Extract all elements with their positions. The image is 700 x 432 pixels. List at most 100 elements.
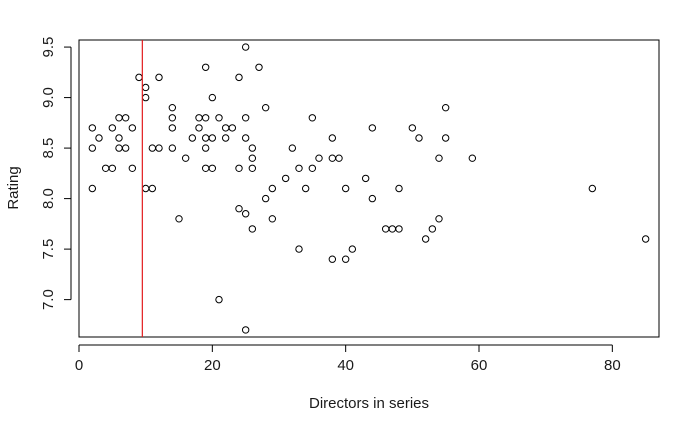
- data-point: [201, 134, 210, 142]
- data-point: [168, 114, 177, 122]
- y-tick-label: 7.5: [40, 239, 57, 260]
- x-axis: 0 20 40 60 80: [75, 344, 621, 374]
- data-point: [235, 73, 243, 82]
- data-point: [95, 134, 103, 142]
- data-point: [215, 295, 223, 304]
- data-point: [328, 134, 337, 142]
- data-point: [208, 134, 217, 142]
- data-point: [141, 93, 150, 102]
- data-point: [388, 225, 397, 233]
- data-point: [241, 43, 250, 51]
- data-point: [175, 215, 183, 223]
- data-point: [261, 194, 270, 203]
- data-point: [441, 103, 450, 112]
- data-point: [241, 134, 250, 142]
- data-point: [308, 114, 317, 122]
- data-point: [315, 154, 323, 162]
- data-point: [288, 144, 297, 152]
- data-point: [268, 184, 277, 193]
- data-point: [88, 184, 97, 193]
- data-point: [201, 144, 210, 152]
- data-point: [248, 154, 257, 162]
- y-tick-label: 9.0: [40, 87, 57, 108]
- data-point: [108, 124, 117, 132]
- data-point: [155, 73, 163, 82]
- data-point: [435, 215, 443, 223]
- data-point: [208, 164, 217, 172]
- data-point: [201, 164, 210, 172]
- data-point: [201, 63, 210, 71]
- data-point: [141, 184, 150, 193]
- x-tick-label: 80: [604, 357, 621, 374]
- data-point: [108, 164, 117, 172]
- data-point: [188, 134, 197, 142]
- data-point: [641, 235, 650, 243]
- data-point: [115, 134, 123, 142]
- data-point: [115, 144, 123, 152]
- data-point: [408, 124, 417, 132]
- y-axis-title: Rating: [5, 166, 22, 209]
- data-point: [235, 205, 243, 213]
- data-point: [415, 134, 423, 142]
- data-point: [115, 114, 123, 122]
- data-point: [428, 225, 437, 233]
- data-point: [361, 174, 370, 183]
- data-point: [121, 114, 130, 122]
- data-point: [268, 215, 277, 223]
- data-point: [341, 255, 350, 263]
- data-points: [88, 43, 650, 334]
- data-point: [368, 124, 377, 132]
- data-point: [395, 184, 403, 193]
- data-point: [381, 225, 390, 233]
- data-point: [328, 154, 337, 162]
- y-tick-label: 8.5: [40, 138, 57, 159]
- data-point: [168, 103, 177, 112]
- data-point: [295, 245, 303, 253]
- data-point: [441, 134, 450, 142]
- y-axis: 7.0 7.5 8.0 8.5 9.0 9.5: [40, 37, 72, 310]
- data-point: [208, 93, 217, 102]
- data-point: [221, 124, 230, 132]
- data-point: [335, 154, 343, 162]
- data-point: [221, 134, 230, 142]
- data-point: [88, 144, 97, 152]
- data-point: [235, 164, 243, 172]
- data-point: [148, 144, 157, 152]
- data-point: [301, 184, 310, 193]
- data-point: [395, 225, 403, 233]
- x-axis-title: Directors in series: [309, 395, 429, 412]
- data-point: [248, 225, 257, 233]
- data-point: [308, 164, 317, 172]
- data-point: [195, 124, 203, 132]
- x-tick-label: 40: [337, 357, 354, 374]
- data-point: [421, 235, 430, 243]
- data-point: [135, 73, 143, 82]
- data-point: [148, 184, 157, 193]
- data-point: [241, 114, 250, 122]
- data-point: [215, 114, 223, 122]
- data-point: [168, 124, 177, 132]
- data-point: [168, 144, 177, 152]
- x-tick-label: 20: [204, 357, 221, 374]
- data-point: [435, 154, 443, 162]
- data-point: [121, 144, 130, 152]
- data-point: [261, 103, 270, 112]
- y-tick-label: 7.0: [40, 289, 57, 310]
- data-point: [348, 245, 357, 253]
- data-point: [281, 174, 290, 183]
- data-point: [248, 164, 257, 172]
- data-point: [181, 154, 190, 162]
- data-point: [368, 194, 377, 203]
- y-tick-label: 9.5: [40, 37, 57, 58]
- y-tick-label: 8.0: [40, 188, 57, 209]
- data-point: [101, 164, 110, 172]
- data-point: [241, 210, 250, 218]
- data-point: [468, 154, 477, 162]
- data-point: [241, 326, 250, 334]
- data-point: [248, 144, 257, 152]
- data-point: [155, 144, 163, 152]
- data-point: [588, 184, 597, 193]
- data-point: [328, 255, 337, 263]
- data-point: [341, 184, 350, 193]
